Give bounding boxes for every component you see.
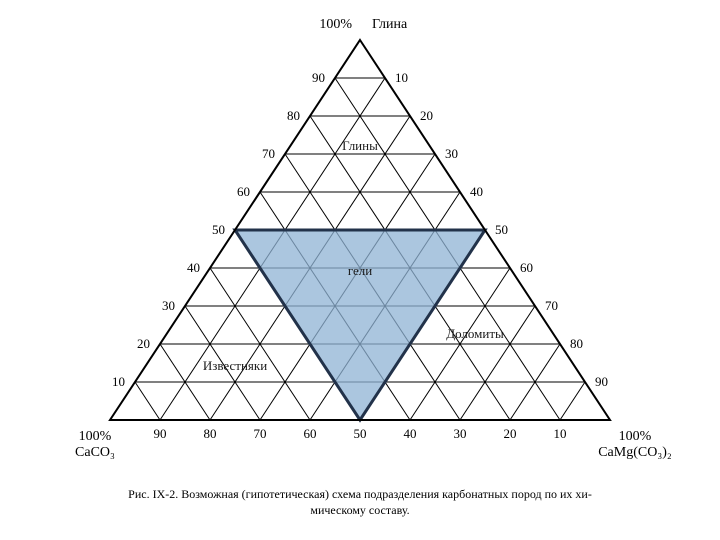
left-axis-tick: 50: [212, 222, 225, 237]
apex-label: Глина: [372, 17, 408, 32]
bottom-axis-tick: 20: [504, 426, 517, 441]
left-axis-tick: 30: [162, 298, 175, 313]
left-axis-tick: 60: [237, 184, 250, 199]
bottom-axis-tick: 40: [404, 426, 417, 441]
bottom-axis-tick: 70: [254, 426, 267, 441]
right-axis-tick: 60: [520, 260, 533, 275]
right-axis-tick: 10: [395, 70, 408, 85]
left-axis-tick: 40: [187, 260, 200, 275]
bottom-axis-tick: 10: [554, 426, 567, 441]
right-axis-tick: 30: [445, 146, 458, 161]
right-axis-tick: 20: [420, 108, 433, 123]
bottom-axis-tick: 30: [454, 426, 467, 441]
caption-line-1: Рис. IX-2. Возможная (гипотетическая) сх…: [128, 487, 592, 501]
region-label-dolomite: Доломиты: [446, 326, 504, 341]
left-axis-tick: 80: [287, 108, 300, 123]
region-label-clay: Глины: [342, 138, 378, 153]
right-corner-label: CaMg(CO₃)₂: [598, 445, 672, 460]
right-axis-tick: 90: [595, 374, 608, 389]
bottom-axis-tick: 80: [204, 426, 217, 441]
left-corner-percent: 100%: [79, 429, 112, 444]
right-axis-tick: 70: [545, 298, 558, 313]
right-axis-tick: 80: [570, 336, 583, 351]
right-axis-tick: 50: [495, 222, 508, 237]
apex-percent: 100%: [319, 17, 352, 32]
left-corner-label: CaCO₃: [75, 445, 115, 460]
right-axis-tick: 40: [470, 184, 483, 199]
right-corner-percent: 100%: [619, 429, 652, 444]
figure-caption: Рис. IX-2. Возможная (гипотетическая) сх…: [128, 487, 592, 517]
left-axis-tick: 70: [262, 146, 275, 161]
left-axis-tick: 20: [137, 336, 150, 351]
region-label-marl: гели: [348, 263, 372, 278]
bottom-axis-tick: 50: [354, 426, 367, 441]
left-axis-tick: 10: [112, 374, 125, 389]
ternary-diagram: 10 20 30 40 50 60 70 80 90 10 20 30 40 50 60 70 80 90 10 20…: [0, 0, 720, 540]
bottom-axis-tick: 60: [304, 426, 317, 441]
left-axis-tick: 90: [312, 70, 325, 85]
region-label-limestone: Известняки: [203, 358, 267, 373]
bottom-axis-tick: 90: [154, 426, 167, 441]
caption-line-2: мическому составу.: [310, 503, 409, 517]
